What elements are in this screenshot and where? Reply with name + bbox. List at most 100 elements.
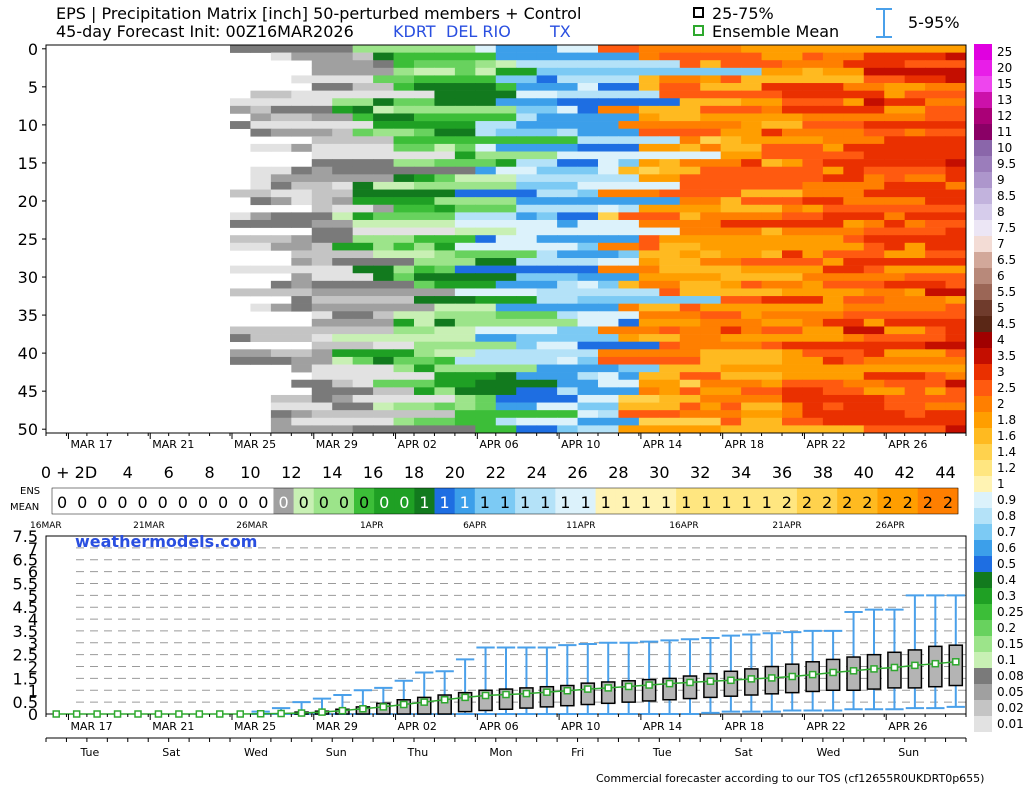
ens-mean-cell — [213, 488, 234, 514]
matrix-cell — [414, 189, 435, 198]
matrix-cell — [741, 303, 763, 312]
matrix-cell — [884, 250, 906, 259]
matrix-cell — [332, 121, 354, 129]
matrix-cell — [536, 280, 558, 289]
matrix-cell — [638, 227, 660, 236]
matrix-cell — [843, 136, 865, 145]
matrix-cell — [741, 219, 763, 228]
matrix-cell — [618, 364, 640, 373]
matrix-cell — [843, 265, 865, 274]
ens-mean-cell — [333, 488, 355, 514]
colorbar-label: 0.4 — [997, 573, 1016, 587]
matrix-cell — [863, 174, 885, 183]
matrix-cell — [884, 166, 906, 175]
matrix-cell — [577, 235, 599, 244]
mean-marker — [93, 710, 101, 718]
mean-marker — [195, 710, 204, 718]
matrix-cell — [618, 136, 640, 145]
day-tick-label: 42 — [894, 463, 914, 482]
matrix-cell — [352, 235, 374, 244]
matrix-cell — [516, 189, 538, 198]
matrix-cell — [904, 189, 926, 198]
matrix-cell — [782, 75, 803, 84]
x-date-label: APR 02 — [398, 720, 437, 733]
matrix-cell — [414, 265, 435, 274]
matrix-cell — [434, 394, 456, 403]
matrix-cell — [516, 410, 538, 419]
matrix-cell — [884, 258, 906, 266]
day-tick-label: 10 — [240, 463, 260, 482]
matrix-cell — [618, 410, 640, 419]
matrix-cell — [495, 83, 517, 91]
matrix-cell — [720, 189, 742, 198]
matrix-cell — [884, 189, 906, 198]
matrix-cell — [802, 311, 824, 320]
matrix-cell — [925, 121, 947, 129]
matrix-cell — [802, 349, 824, 358]
matrix-cell — [475, 311, 497, 320]
matrix-cell — [700, 303, 722, 312]
matrix-cell — [373, 311, 395, 320]
matrix-cell — [863, 128, 885, 137]
matrix-cell — [557, 166, 579, 175]
matrix-cell — [863, 90, 885, 99]
matrix-cell — [945, 143, 967, 152]
matrix-cell — [802, 159, 824, 168]
matrix-cell — [700, 394, 722, 403]
matrix-cell — [577, 83, 599, 91]
matrix-cell — [925, 372, 947, 381]
matrix-cell — [557, 105, 579, 114]
matrix-cell — [434, 143, 456, 152]
matrix-cell — [843, 45, 865, 53]
matrix-cell — [720, 349, 742, 358]
matrix-cell — [598, 227, 619, 236]
matrix-cell — [843, 334, 865, 343]
matrix-cell — [945, 113, 967, 122]
matrix-cell — [782, 181, 803, 190]
matrix-cell — [802, 227, 824, 236]
matrix-cell — [884, 296, 906, 304]
matrix-cell — [352, 356, 374, 365]
matrix-cell — [802, 136, 824, 145]
matrix-cell — [516, 174, 538, 183]
matrix-cell — [884, 219, 906, 228]
matrix-cell — [495, 181, 517, 190]
matrix-cell — [802, 288, 824, 297]
matrix-cell — [454, 136, 476, 145]
matrix-cell — [332, 235, 354, 244]
matrix-cell — [598, 98, 619, 107]
matrix-cell — [598, 387, 619, 396]
matrix-cell — [659, 60, 681, 69]
matrix-cell — [863, 219, 885, 228]
matrix-cell — [250, 235, 272, 244]
matrix-cell — [720, 98, 742, 107]
matrix-cell — [332, 288, 354, 297]
matrix-cell — [454, 296, 476, 304]
matrix-cell — [311, 105, 333, 114]
matrix-cell — [741, 204, 763, 213]
matrix-cell — [373, 151, 395, 160]
matrix-cell — [495, 113, 517, 122]
matrix-cell — [863, 326, 885, 335]
matrix-cell — [700, 197, 722, 206]
matrix-cell — [434, 265, 456, 274]
matrix-cell — [373, 387, 395, 396]
ens-mean-value: 1 — [641, 493, 651, 512]
matrix-cell — [434, 402, 456, 411]
matrix-cell — [414, 387, 435, 396]
matrix-cell — [495, 204, 517, 213]
mean-marker — [706, 677, 715, 685]
matrix-cell — [679, 425, 701, 434]
ens-mean-value: 0 — [158, 493, 168, 512]
matrix-cell — [904, 90, 926, 99]
matrix-cell — [720, 197, 742, 206]
matrix-cell — [454, 387, 476, 396]
matrix-cell — [577, 326, 599, 335]
matrix-cell — [577, 356, 599, 365]
matrix-cell — [720, 250, 742, 259]
matrix-cell — [904, 212, 926, 221]
y-tick-label: 3 — [28, 634, 38, 653]
matrix-cell — [557, 98, 579, 107]
matrix-cell — [925, 136, 947, 145]
matrix-cell — [393, 121, 415, 129]
